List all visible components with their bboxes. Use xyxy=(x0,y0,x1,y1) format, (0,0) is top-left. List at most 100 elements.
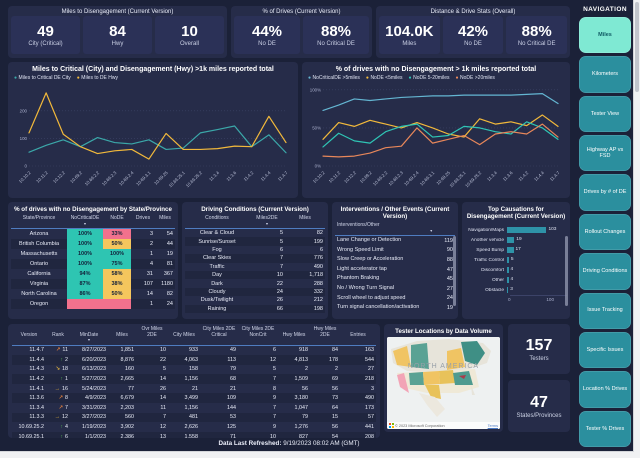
nav-button-highway-ap-vs-fsd[interactable]: Highway AP vs FSD xyxy=(579,135,631,172)
bar-row[interactable]: Traffic Control 5 xyxy=(465,255,567,265)
table-row[interactable]: No / Wrong Turn Signal xyxy=(337,284,395,291)
bar-row[interactable]: Obstacle 3 xyxy=(465,285,567,295)
map-terms-link[interactable]: Terms xyxy=(487,423,498,428)
column-header[interactable]: Entries xyxy=(340,326,376,346)
column-header[interactable]: Miles xyxy=(108,326,136,346)
column-header[interactable]: Version xyxy=(12,326,46,346)
table-row[interactable]: 10.69.25.1 xyxy=(12,431,46,438)
column-header[interactable]: City Miles xyxy=(168,326,200,346)
table-row[interactable]: 11.3.3 xyxy=(12,412,46,423)
table-row[interactable]: 11.4.2 xyxy=(12,374,46,384)
table-cell: 50% xyxy=(103,289,131,299)
nav-button-kilometers[interactable]: Kilometers xyxy=(579,56,631,93)
legend-item[interactable]: ● Miles to DE Hwy xyxy=(77,75,118,81)
table-row[interactable]: Wrong Speed Limit xyxy=(337,246,384,253)
table-cell: 57 xyxy=(340,412,376,423)
bar[interactable] xyxy=(507,267,509,273)
column-header[interactable]: Rank xyxy=(46,326,70,346)
bar[interactable] xyxy=(507,227,547,233)
map[interactable]: NORTH AMERICA © 2023 Microsoft Corporati… xyxy=(387,337,500,429)
bar[interactable] xyxy=(507,287,509,293)
line-chart-pct-drives[interactable]: 0% 50% 100% 10.10.2 10.11.2 10.12.2 10.69.2 10.… xyxy=(306,82,566,192)
table-row[interactable]: Dark xyxy=(211,280,223,287)
table-row[interactable]: 11.3.4 xyxy=(29,404,44,411)
bar[interactable] xyxy=(507,277,509,283)
horizontal-scrollbar[interactable] xyxy=(0,451,634,458)
bar[interactable] xyxy=(507,237,515,243)
nav-button-tester-view[interactable]: Tester View xyxy=(579,95,631,133)
legend-item[interactable]: ● NoCriticalDE >5miles xyxy=(308,75,360,81)
table-row[interactable]: Dusk/Twilight xyxy=(200,297,234,304)
column-header[interactable]: NoCriticalDE ▼ xyxy=(67,215,103,229)
column-header[interactable]: City Miles 2DE Critical xyxy=(200,326,238,346)
scrollbar-thumb[interactable] xyxy=(635,2,639,92)
bar[interactable] xyxy=(507,257,509,263)
nav-button-tester-drives[interactable]: Tester % Drives xyxy=(579,410,631,447)
nav-button-location-drives[interactable]: Location % Drives xyxy=(579,371,631,408)
vertical-scrollbar[interactable] xyxy=(633,0,640,458)
table-row[interactable]: 11.3.6 xyxy=(12,393,46,404)
column-header[interactable]: State/Province xyxy=(11,215,67,229)
legend-item[interactable]: ● NoDE <5miles xyxy=(366,75,403,81)
table-row[interactable]: Lane Change or Detection xyxy=(337,237,402,243)
table-row[interactable]: Raining xyxy=(185,304,249,313)
table-row[interactable]: Fog xyxy=(212,246,222,253)
column-header[interactable]: Miles xyxy=(155,215,175,229)
column-header[interactable]: Drives xyxy=(131,215,155,229)
bar[interactable] xyxy=(507,247,514,253)
column-header[interactable]: Hwy Miles 2DE xyxy=(310,326,340,346)
trend-flat-icon: → xyxy=(54,385,60,392)
table-row[interactable]: Oregon xyxy=(11,299,67,309)
table-row[interactable]: 11.4.7 xyxy=(29,347,44,354)
legend-item[interactable]: ● NoDE 5-20miles xyxy=(409,75,450,81)
nav-button-miles[interactable]: Miles xyxy=(579,17,631,54)
table-row[interactable]: Massachusetts xyxy=(20,251,58,257)
table-row[interactable]: Clear & Cloud xyxy=(199,230,235,237)
table-row[interactable]: Slow Creep or Acceleration xyxy=(337,256,404,263)
table-row[interactable]: Cloudy xyxy=(185,287,249,297)
causations-bar-chart[interactable]: Navigation/Maps 103 Another vehicle 19 Speed… xyxy=(465,225,567,295)
bar-row[interactable]: Discomfort 4 xyxy=(465,265,567,275)
table-row[interactable]: Day xyxy=(185,270,249,280)
table-row[interactable]: 11.4.3 xyxy=(29,366,44,373)
table-row[interactable]: Turn signal cancellation/activation xyxy=(337,304,420,311)
nav-button-issue-tracking[interactable]: Issue Tracking xyxy=(579,292,631,329)
table-row[interactable]: British Columbia xyxy=(11,239,67,249)
column-header[interactable]: Ovr Miles 2DE xyxy=(136,326,168,346)
table-row[interactable]: Arizona xyxy=(29,231,49,237)
column-header[interactable]: Miles2DE ▼ xyxy=(249,215,285,229)
table-row[interactable]: 11.4.1 xyxy=(29,385,44,392)
column-header[interactable]: MinDate ▼ xyxy=(70,326,108,346)
bar-row[interactable]: Other 4 xyxy=(465,275,567,285)
table-row[interactable]: 10.69.25.2 xyxy=(18,424,44,431)
column-header[interactable]: Conditions xyxy=(185,215,249,229)
column-header[interactable]: Interventions/Other ▼ xyxy=(335,222,435,236)
table-row[interactable]: Virginia xyxy=(11,279,67,289)
table-row[interactable]: North Carolina xyxy=(21,291,57,297)
table-row[interactable]: Clear Skies xyxy=(185,254,249,263)
table-row[interactable]: Ontario xyxy=(11,259,67,269)
table-row[interactable]: Phantom Braking xyxy=(337,275,380,282)
bar-row[interactable]: Another vehicle 19 xyxy=(465,235,567,245)
nav-button-driving-conditions[interactable]: Driving Conditions xyxy=(579,253,631,290)
scrollbar[interactable] xyxy=(565,236,568,306)
table-row[interactable]: California xyxy=(27,271,51,277)
table-row[interactable]: 11.4.4 xyxy=(12,355,46,365)
nav-button-specific-issues[interactable]: Specific Issues xyxy=(579,331,631,369)
column-header[interactable]: NoDE xyxy=(103,215,131,229)
table-row[interactable]: Sunrise/Sunset xyxy=(185,237,249,246)
table-row[interactable]: Light accelerator tap xyxy=(337,265,387,272)
column-header[interactable]: Miles xyxy=(285,215,325,229)
nav-button-drives-by-of-de[interactable]: Drives by # of DE xyxy=(579,174,631,211)
bar-row[interactable]: Navigation/Maps 103 xyxy=(465,225,567,235)
column-header[interactable]: City Miles 2DE NonCrit xyxy=(238,326,278,346)
line-chart-miles[interactable]: 0 100 200 10.10.2 10.11.2 10.12.2 10.69.2 10.69… xyxy=(12,82,294,192)
legend-item[interactable]: ● NoDE >20miles xyxy=(455,75,494,81)
bar-row[interactable]: Speed Bump 17 xyxy=(465,245,567,255)
scrollbar[interactable] xyxy=(453,236,456,306)
legend-item[interactable]: ● Miles to Critical DE City xyxy=(14,75,71,81)
table-row[interactable]: Scroll wheel to adjust speed xyxy=(337,294,406,301)
column-header[interactable]: Hwy Miles xyxy=(278,326,310,346)
table-row[interactable]: Traffic xyxy=(209,263,225,270)
nav-button-rollout-changes[interactable]: Rollout Changes xyxy=(579,213,631,251)
